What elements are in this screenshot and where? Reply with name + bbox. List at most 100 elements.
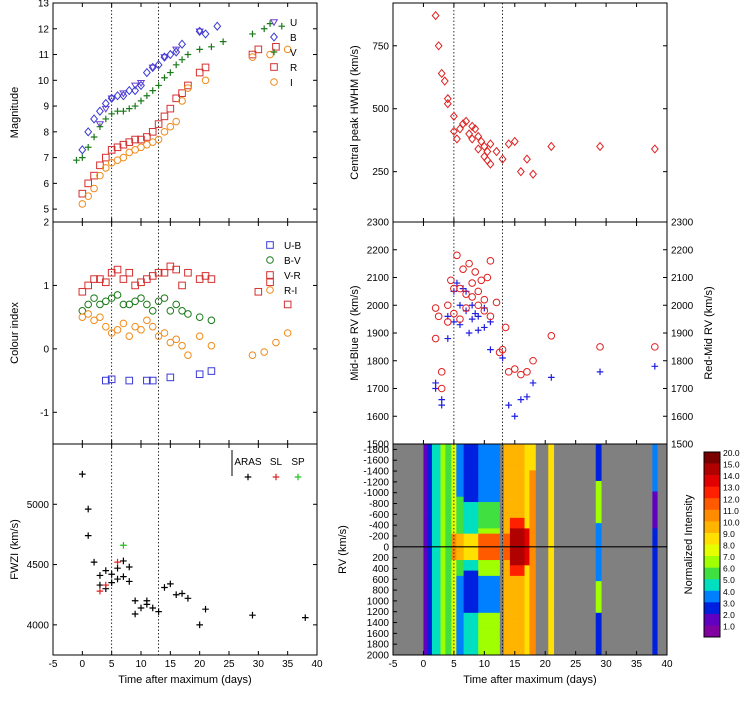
colorbar-segment [704, 486, 720, 499]
hwhm-hwhm-point [498, 154, 507, 164]
spectrum-cell [529, 633, 536, 640]
spectrum-cell [431, 639, 441, 645]
spectrum-cell [451, 560, 457, 566]
colour-r-i-point [260, 348, 269, 356]
spectrum-cell [451, 507, 457, 513]
spectrum-cell [478, 554, 500, 561]
magnitude-v-point [102, 115, 110, 123]
spectrum-cell [423, 549, 429, 556]
hwhm-frame [392, 2, 668, 223]
spectrum-cell [440, 465, 446, 471]
rv-red-mid-point [474, 301, 483, 310]
spectrum-cell [445, 633, 452, 640]
spectrum-cell [509, 570, 525, 577]
spectrum-cell [463, 649, 479, 656]
spectrum-ytick-label: -1400 [363, 467, 389, 478]
spectrum-cell [445, 591, 452, 598]
spectrum-cell [548, 649, 555, 656]
colour-b-v-point [125, 300, 134, 309]
spectrum-cell [427, 459, 433, 466]
spectrum-cell [478, 449, 500, 455]
magnitude-u-point [160, 54, 169, 62]
spectrum-cell [440, 628, 446, 635]
hwhm-hwhm-point [452, 134, 461, 144]
spectrum-cell [431, 628, 441, 635]
spectrum-cell [652, 554, 658, 561]
spectrum-cell [440, 507, 446, 513]
spectrum-cell [524, 607, 530, 614]
colour-b-v-point [137, 294, 145, 302]
magnitude-ytick-label: 6 [43, 179, 49, 190]
spectrum-cell [595, 644, 602, 651]
spectrum-cell [509, 649, 525, 656]
fwzi-sl-point [96, 587, 104, 595]
spectrum-cell [451, 444, 457, 450]
colorbar-frame [703, 451, 721, 638]
magnitude-u-point [130, 82, 140, 90]
spectrum-xtick-label: 20 [540, 659, 552, 670]
rv-mid-blue-point [523, 393, 531, 401]
spectrum-cell [478, 575, 500, 582]
rv-red-mid-point [504, 368, 513, 376]
colour-b-v-point [107, 294, 116, 302]
spectrum-cell [456, 628, 464, 635]
magnitude-v-point [96, 123, 104, 130]
fwzi-aras-point [172, 591, 180, 599]
rv-mid-blue-point [474, 326, 482, 334]
fwzi-xtick-label: 5 [109, 659, 115, 670]
magnitude-v-point [208, 43, 215, 51]
spectrum-ytick-label: 1400 [367, 618, 390, 629]
rv-red-mid-point [437, 368, 446, 376]
spectrum-cell [445, 628, 452, 635]
spectrum-cell [509, 512, 525, 519]
magnitude-r-point [143, 133, 151, 141]
spectrum-cell [503, 496, 511, 503]
spectrum-xtick-label: 30 [601, 659, 613, 670]
colour-b-v-point [166, 307, 175, 315]
spectrum-cell [445, 533, 452, 540]
colour-r-i-point [160, 329, 169, 337]
spectrum-cell [595, 618, 602, 624]
magnitude-ytick-label: 11 [39, 50, 50, 61]
colour-b-v-point [131, 297, 139, 306]
magnitude-ytick-label: 5 [43, 205, 49, 216]
legend-b-v-label: B-V [284, 256, 301, 267]
spectrum-cell [445, 565, 452, 571]
legend-aras-marker [244, 473, 252, 481]
spectrum-frame [392, 443, 668, 656]
spectrum-cell [440, 533, 446, 540]
rv-red-mid-point [498, 345, 507, 354]
spectrum-cell [595, 528, 602, 534]
spectrum-cell [548, 512, 555, 519]
spectrum-cell [440, 554, 446, 561]
colour-v-r-point [102, 278, 110, 287]
spectrum-cell [440, 502, 446, 508]
spectrum-cell [478, 512, 500, 519]
spectrum-cell [431, 560, 441, 566]
spectrum-cell [445, 480, 452, 487]
spectrum-cell [503, 470, 511, 476]
spectrum-cell [431, 575, 441, 582]
spectrum-cell [503, 612, 511, 619]
spectrum-cell [524, 512, 530, 519]
spectrum-cell [451, 570, 457, 577]
spectrum-cell [509, 586, 525, 592]
spectrum-cell [595, 533, 602, 540]
spectrum-cell [423, 607, 429, 614]
spectrum-cell [456, 554, 464, 561]
spectrum-cell [423, 475, 429, 482]
spectrum-cell [503, 570, 511, 577]
spectrum-cell [524, 538, 530, 545]
spectrum-cell [427, 560, 433, 566]
spectrum-cell [652, 486, 658, 492]
spectrum-cell [503, 538, 511, 545]
magnitude-u-point [107, 95, 116, 103]
spectrum-cell [456, 538, 464, 545]
hwhm-hwhm-point [504, 139, 513, 149]
colorbar-segment [704, 544, 720, 557]
spectrum-cell [431, 554, 441, 561]
magnitude-i-point [283, 45, 292, 54]
spectrum-cell [478, 560, 500, 566]
colour-r-i-point [90, 316, 98, 325]
spectrum-cell [440, 449, 446, 455]
